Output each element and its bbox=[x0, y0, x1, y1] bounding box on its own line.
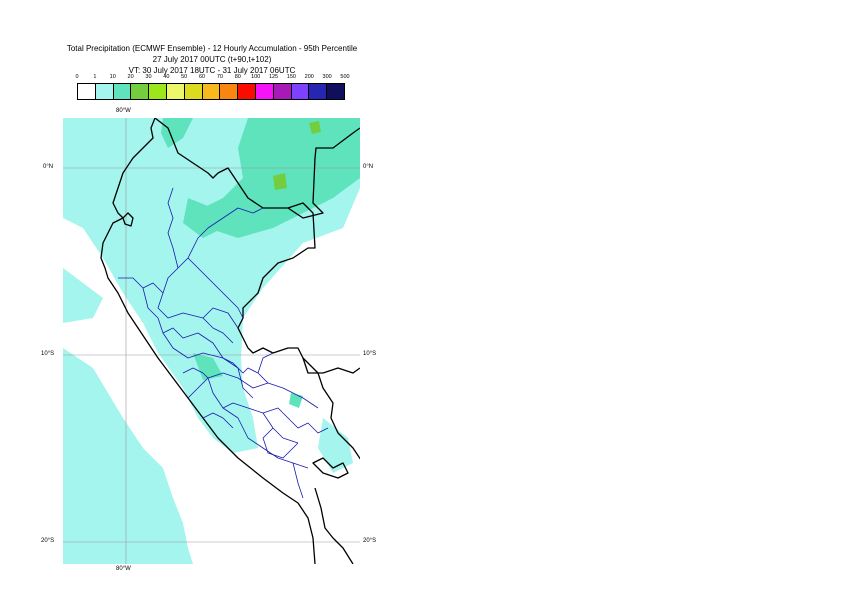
legend-label-100: 100 bbox=[251, 74, 261, 80]
precipitation-map: 80°W 80°W 0°N 0°N 10°S 10°S 20°S 20°S bbox=[41, 108, 376, 572]
legend-label-60: 60 bbox=[199, 74, 206, 80]
lat-label-left-20s: 20°S bbox=[41, 538, 55, 544]
legend-swatch-12 bbox=[291, 84, 310, 99]
legend-swatch-13 bbox=[309, 84, 328, 99]
lat-label-right-20s: 20°S bbox=[363, 538, 377, 544]
lon-label-bottom: 80°W bbox=[116, 566, 131, 572]
legend-swatch-7 bbox=[202, 84, 221, 99]
legend-swatch-4 bbox=[149, 84, 167, 99]
lat-label-left-10s: 10°S bbox=[41, 351, 55, 357]
legend-swatch-14 bbox=[327, 84, 344, 99]
lat-label-left-0: 0°N bbox=[43, 164, 54, 170]
legend-swatch-5 bbox=[166, 84, 185, 99]
legend-label-200: 200 bbox=[304, 74, 314, 80]
lat-label-right-10s: 10°S bbox=[363, 351, 377, 357]
legend-label-300: 300 bbox=[322, 74, 332, 80]
legend-swatch-11 bbox=[273, 84, 292, 99]
legend-labels: 0 1 10 20 30 40 50 60 70 80 100 125 150 200 300 500 bbox=[68, 74, 358, 84]
title-line-2: 27 July 2017 00UTC (t+90,t+102) bbox=[152, 55, 272, 64]
map-svg bbox=[63, 118, 360, 564]
title-line-3: VT: 30 July 2017 18UTC - 31 July 2017 06… bbox=[128, 66, 296, 75]
legend-label-20: 20 bbox=[127, 74, 134, 80]
lon-label-top: 80°W bbox=[116, 108, 131, 114]
title-line-1: Total Precipitation (ECMWF Ensemble) - 1… bbox=[66, 44, 358, 53]
legend-label-80: 80 bbox=[234, 74, 241, 80]
lat-label-right-0: 0°N bbox=[363, 164, 374, 170]
legend-swatch-3 bbox=[131, 84, 150, 99]
legend-label-500: 500 bbox=[340, 74, 350, 80]
legend-swatch-9 bbox=[238, 84, 256, 99]
legend-label-30: 30 bbox=[145, 74, 152, 80]
legend-label-150: 150 bbox=[286, 74, 296, 80]
legend-label-70: 70 bbox=[216, 74, 223, 80]
legend-color-bar bbox=[77, 83, 345, 100]
legend-label-10: 10 bbox=[109, 74, 116, 80]
legend-swatch-2 bbox=[113, 84, 132, 99]
legend-label-125: 125 bbox=[268, 74, 279, 80]
chart-title: Total Precipitation (ECMWF Ensemble) - 1… bbox=[0, 43, 424, 76]
legend-label-50: 50 bbox=[181, 74, 188, 80]
legend-label-40: 40 bbox=[163, 74, 170, 80]
gridlines bbox=[63, 118, 360, 564]
coastline-and-borders bbox=[100, 118, 360, 564]
legend-swatch-0 bbox=[78, 84, 96, 99]
precip-layer-20-30 bbox=[273, 121, 321, 190]
legend-swatch-10 bbox=[255, 84, 274, 99]
legend-swatch-6 bbox=[184, 84, 203, 99]
legend-swatch-1 bbox=[95, 84, 114, 99]
legend-label-1: 1 bbox=[93, 74, 97, 80]
legend-swatch-8 bbox=[220, 84, 239, 99]
legend-label-0: 0 bbox=[75, 74, 79, 80]
regional-borders bbox=[118, 187, 329, 499]
